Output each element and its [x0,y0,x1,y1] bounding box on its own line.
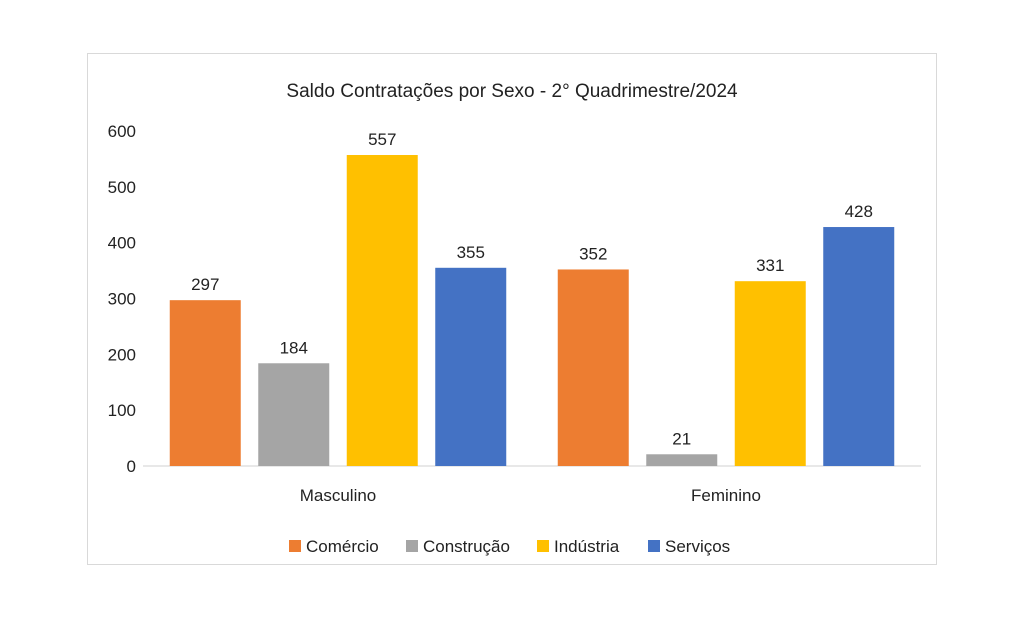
bar [435,267,507,466]
data-label: 428 [845,202,873,221]
y-tick-label: 300 [108,290,136,309]
y-tick-label: 200 [108,345,136,364]
y-tick-label: 600 [108,122,136,141]
data-label: 21 [672,429,691,448]
y-tick-label: 100 [108,401,136,420]
y-tick-label: 0 [127,457,136,476]
legend-swatch [648,540,660,552]
data-label: 557 [368,130,396,149]
legend-swatch [406,540,418,552]
legend-label: Indústria [554,537,620,556]
bar [169,300,241,466]
y-tick-label: 500 [108,178,136,197]
chart-title: Saldo Contratações por Sexo - 2° Quadrim… [286,81,738,102]
legend-swatch [289,540,301,552]
bar [734,281,806,466]
bar [346,155,418,466]
data-label: 355 [457,243,485,262]
bar [823,227,895,466]
x-axis: Masculino Feminino [300,486,761,505]
bar [258,363,330,466]
legend-swatch [537,540,549,552]
legend-label: Serviços [665,537,730,556]
data-label: 184 [280,338,308,357]
bar [557,269,629,466]
x-category-label: Feminino [691,486,761,505]
bars-group [169,155,895,466]
bar [646,454,718,466]
x-category-label: Masculino [300,486,377,505]
data-label: 352 [579,244,607,263]
data-labels-group: 297 184 557 355 352 21 331 428 [191,130,873,448]
legend-label: Comércio [306,537,379,556]
legend-label: Construção [423,537,510,556]
data-label: 297 [191,275,219,294]
legend: Comércio Construção Indústria Serviços [289,537,730,556]
y-axis: 0 100 200 300 400 500 600 [108,122,136,476]
data-label: 331 [756,256,784,275]
y-tick-label: 400 [108,234,136,253]
